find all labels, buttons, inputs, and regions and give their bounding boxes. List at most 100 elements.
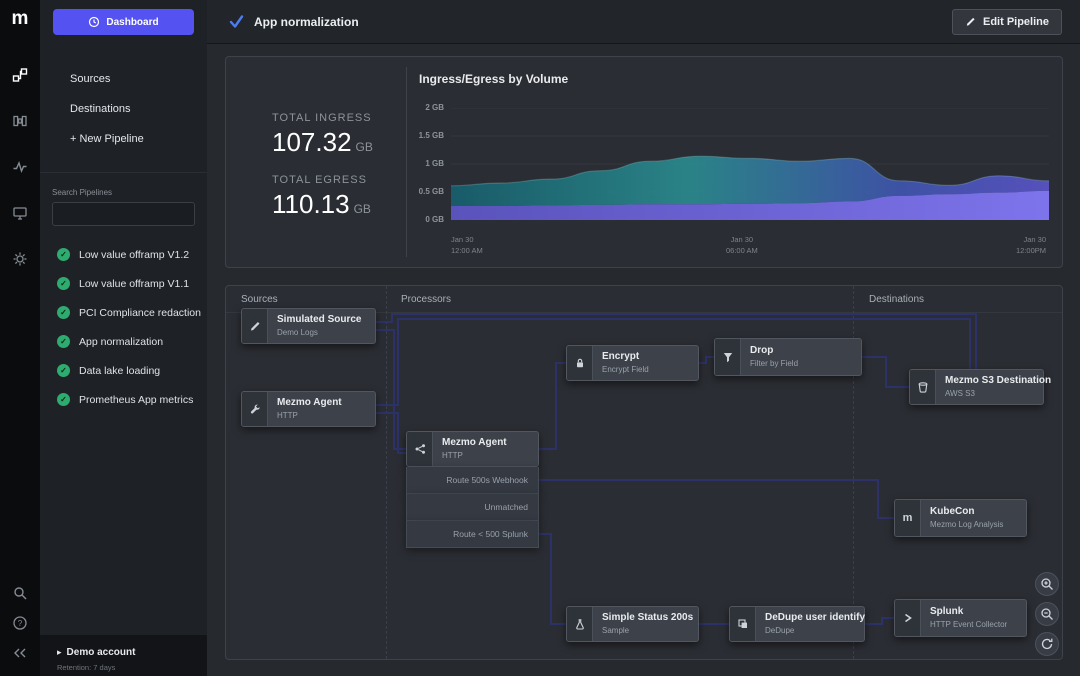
pencil-icon bbox=[966, 17, 975, 26]
pipeline-list-item[interactable]: ✓ Low value offramp V1.1 bbox=[40, 269, 207, 298]
status-check-icon: ✓ bbox=[57, 335, 70, 348]
lock-icon bbox=[567, 346, 593, 380]
node-encrypt[interactable]: Encrypt Encrypt Field bbox=[566, 345, 699, 381]
node-simulated-source[interactable]: Simulated Source Demo Logs bbox=[241, 308, 376, 344]
search-pipelines-input[interactable] bbox=[52, 202, 195, 226]
volume-area-chart bbox=[451, 108, 1049, 220]
metrics-card: TOTAL INGRESS 107.32 GB TOTAL EGRESS 110.… bbox=[225, 56, 1063, 268]
node-kubecon[interactable]: m KubeCon Mezmo Log Analysis bbox=[894, 499, 1027, 537]
column-separator bbox=[853, 286, 854, 659]
status-check-icon: ✓ bbox=[57, 306, 70, 319]
sidebar-item-destinations[interactable]: Destinations bbox=[70, 103, 131, 115]
splunk-chevron-icon bbox=[895, 600, 921, 636]
pencil-icon bbox=[242, 309, 268, 343]
total-egress-label: TOTAL EGRESS bbox=[272, 174, 367, 186]
pipeline-list-item[interactable]: ✓ PCI Compliance redaction bbox=[40, 298, 207, 327]
node-dedupe-user-identify[interactable]: DeDupe user identify DeDupe bbox=[729, 606, 865, 642]
reset-view-button[interactable] bbox=[1035, 632, 1059, 656]
monitor-icon[interactable] bbox=[11, 204, 29, 222]
zoom-out-icon bbox=[1041, 608, 1053, 620]
zoom-in-icon bbox=[1041, 578, 1053, 590]
pipeline-canvas[interactable]: Sources Processors Destinations Simulate… bbox=[225, 285, 1063, 660]
activity-icon[interactable] bbox=[11, 158, 29, 176]
collapse-sidebar-icon[interactable] bbox=[11, 644, 29, 662]
main-content: TOTAL INGRESS 107.32 GB TOTAL EGRESS 110.… bbox=[207, 44, 1080, 676]
zoom-in-button[interactable] bbox=[1035, 572, 1059, 596]
route-stack: Route 500s Webhook Unmatched Route < 500… bbox=[406, 467, 539, 548]
y-tick: 2 GB bbox=[425, 103, 444, 112]
pipeline-list-item[interactable]: ✓ Data lake loading bbox=[40, 356, 207, 385]
pipeline-status-check-icon bbox=[229, 15, 244, 28]
chart-title: Ingress/Egress by Volume bbox=[419, 72, 569, 86]
dashboard-button-label: Dashboard bbox=[106, 16, 159, 28]
refresh-icon bbox=[1041, 638, 1053, 650]
sidebar-item-new-pipeline[interactable]: + New Pipeline bbox=[70, 133, 144, 145]
share-icon bbox=[407, 432, 433, 466]
help-icon[interactable]: ? bbox=[11, 614, 29, 632]
route-unmatched[interactable]: Unmatched bbox=[406, 494, 539, 521]
column-label-processors: Processors bbox=[401, 294, 452, 305]
retention-label: Retention: 7 days bbox=[57, 663, 116, 672]
route-under-500-splunk[interactable]: Route < 500 Splunk bbox=[406, 521, 539, 548]
search-pipelines-label: Search Pipelines bbox=[52, 188, 113, 197]
pipeline-list-item[interactable]: ✓ Low value offramp V1.2 bbox=[40, 240, 207, 269]
pipeline-list: ✓ Low value offramp V1.2 ✓ Low value offra… bbox=[40, 240, 207, 414]
sources-destinations-icon[interactable] bbox=[11, 112, 29, 130]
copy-icon bbox=[730, 607, 756, 641]
divider bbox=[406, 67, 407, 257]
total-egress-value: 110.13 GB bbox=[272, 189, 371, 219]
pipelines-icon[interactable] bbox=[11, 66, 29, 84]
topbar: App normalization Edit Pipeline bbox=[207, 0, 1080, 44]
node-mezmo-agent-source[interactable]: Mezmo Agent HTTP bbox=[241, 391, 376, 427]
node-drop[interactable]: Drop Filter by Field bbox=[714, 338, 862, 376]
column-label-sources: Sources bbox=[241, 294, 278, 305]
route-500s-webhook[interactable]: Route 500s Webhook bbox=[406, 467, 539, 494]
chart-area-ingress bbox=[451, 190, 1049, 220]
column-separator bbox=[386, 286, 387, 659]
y-tick: 0 GB bbox=[425, 215, 444, 224]
y-tick: 0.5 GB bbox=[418, 187, 444, 196]
sidebar: Dashboard Sources Destinations + New Pip… bbox=[40, 0, 207, 676]
mezmo-logo[interactable]: m bbox=[11, 8, 29, 29]
pipeline-list-item[interactable]: ✓ Prometheus App metrics bbox=[40, 385, 207, 414]
left-rail: m ? bbox=[0, 0, 40, 676]
beaker-icon bbox=[567, 607, 593, 641]
chart-area-egress-edge bbox=[451, 155, 1049, 187]
divider bbox=[226, 312, 1062, 313]
s3-bucket-icon bbox=[910, 370, 936, 404]
mezmo-m-icon: m bbox=[895, 500, 921, 536]
status-check-icon: ✓ bbox=[57, 277, 70, 290]
pipeline-edges bbox=[376, 313, 977, 625]
filter-funnel-icon bbox=[715, 339, 741, 375]
node-mezmo-agent-processor[interactable]: Mezmo Agent HTTP bbox=[406, 431, 539, 467]
sidebar-divider bbox=[40, 172, 207, 173]
status-check-icon: ✓ bbox=[57, 393, 70, 406]
caret-right-icon: ▸ bbox=[57, 647, 62, 657]
x-tick: Jan 30 06:00 AM bbox=[726, 235, 758, 256]
wrench-icon bbox=[242, 392, 268, 426]
search-icon[interactable] bbox=[11, 584, 29, 602]
svg-text:?: ? bbox=[18, 619, 23, 628]
total-ingress-label: TOTAL INGRESS bbox=[272, 112, 372, 124]
dashboard-button[interactable]: Dashboard bbox=[53, 9, 194, 35]
y-tick: 1 GB bbox=[425, 159, 444, 168]
edit-pipeline-button[interactable]: Edit Pipeline bbox=[951, 8, 1062, 35]
status-check-icon: ✓ bbox=[57, 364, 70, 377]
x-tick: Jan 30 12:00PM bbox=[1015, 235, 1046, 256]
column-label-destinations: Destinations bbox=[869, 294, 925, 305]
y-tick: 1.5 GB bbox=[418, 131, 444, 140]
sidebar-item-sources[interactable]: Sources bbox=[70, 73, 111, 85]
node-simple-status-200s[interactable]: Simple Status 200s Sample bbox=[566, 606, 699, 642]
clock-icon bbox=[89, 16, 100, 28]
x-tick: Jan 30 12:00 AM bbox=[451, 235, 483, 256]
chart-area-egress bbox=[451, 156, 1049, 206]
status-check-icon: ✓ bbox=[57, 248, 70, 261]
total-ingress-value: 107.32 GB bbox=[272, 127, 373, 157]
account-toggle[interactable]: ▸ Demo account Retention: 7 days bbox=[40, 635, 207, 676]
zoom-out-button[interactable] bbox=[1035, 602, 1059, 626]
page-title: App normalization bbox=[254, 14, 359, 29]
node-splunk[interactable]: Splunk HTTP Event Collector bbox=[894, 599, 1027, 637]
settings-gear-icon[interactable] bbox=[11, 250, 29, 268]
pipeline-list-item[interactable]: ✓ App normalization bbox=[40, 327, 207, 356]
node-mezmo-s3-destination[interactable]: Mezmo S3 Destination AWS S3 bbox=[909, 369, 1051, 405]
